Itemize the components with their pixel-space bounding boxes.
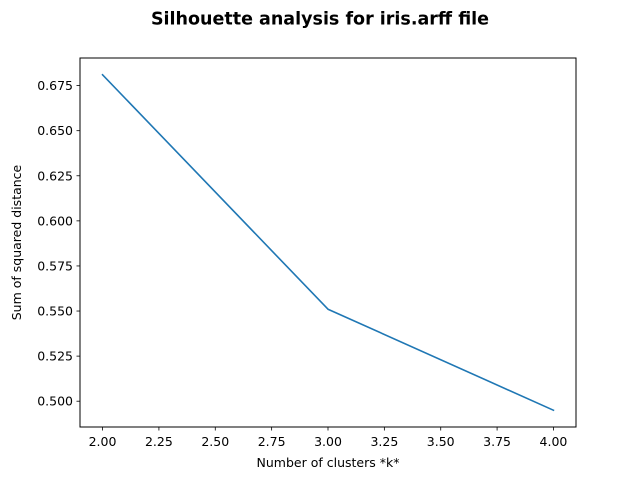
x-axis-label: Number of clusters *k* [257,455,400,470]
y-tick-label: 0.625 [37,168,73,183]
y-tick-label: 0.575 [37,258,73,273]
x-tick-label: 2.00 [89,434,117,449]
y-axis-label: Sum of squared distance [9,164,24,320]
x-tick-label: 2.50 [201,434,229,449]
x-tick-label: 3.50 [427,434,455,449]
x-tick-label: 3.75 [483,434,511,449]
y-tick-label: 0.600 [37,213,73,228]
y-tick-label: 0.675 [37,78,73,93]
series-line [101,73,555,412]
y-axis: 0.500 0.525 0.550 0.575 0.600 0.625 0.650 0.675 [37,78,80,409]
x-tick-label: 3.00 [314,434,342,449]
y-tick-label: 0.525 [37,349,73,364]
chart-title: Silhouette analysis for iris.arff file [151,10,489,30]
x-axis: 2.00 2.25 2.50 2.75 3.00 3.25 3.50 3.75 4.00 [89,427,568,449]
x-tick-label: 2.25 [145,434,173,449]
plot-frame [79,57,577,428]
y-tick-label: 0.650 [37,123,73,138]
y-tick-label: 0.500 [37,394,73,409]
x-tick-label: 3.25 [370,434,398,449]
series-layer [101,73,555,412]
y-tick-label: 0.550 [37,304,73,319]
plot-area [80,58,576,427]
x-tick-label: 4.00 [540,434,568,449]
x-tick-label: 2.75 [258,434,286,449]
